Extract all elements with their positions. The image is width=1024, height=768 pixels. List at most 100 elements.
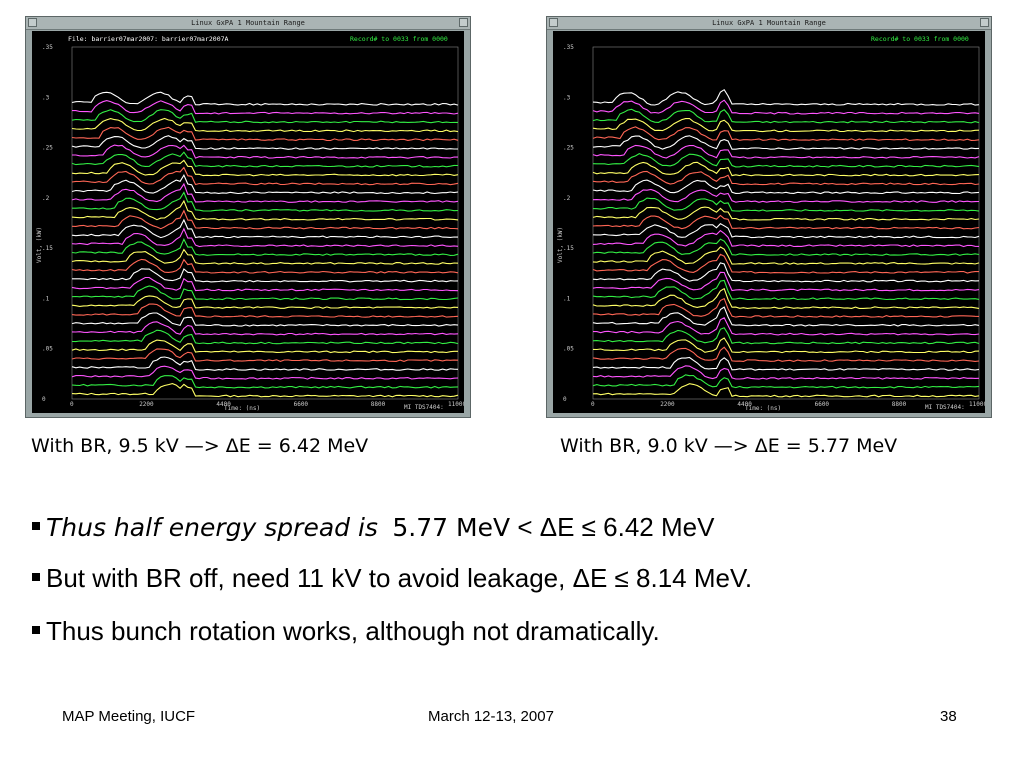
trace-line [592, 246, 980, 265]
trace-line [592, 238, 980, 256]
scope-title-right: Linux GxPA 1 Mountain Range [547, 17, 991, 30]
trace-line [592, 179, 980, 195]
bullet-3-text: Thus bunch rotation works, although not … [46, 616, 660, 646]
trace-line [592, 108, 980, 124]
x-tick-label: 8800 [371, 401, 386, 408]
trace-line [71, 117, 459, 133]
x-tick-label: 4400 [216, 401, 231, 408]
trace-line [71, 356, 459, 371]
x-tick-label: 0 [70, 401, 74, 408]
trace-line [592, 297, 980, 318]
x-tick-label: 11000 [448, 401, 464, 408]
trace-line [71, 199, 459, 221]
trace-line [71, 329, 459, 345]
bullet-1-text-b: 5.77 MeV [392, 513, 511, 542]
y-tick-label: .3 [563, 94, 571, 101]
footer-event: MAP Meeting, IUCF [62, 708, 196, 725]
bullet-1-text-a: Thus half energy spread is [46, 513, 378, 542]
trace-line [592, 197, 980, 212]
trace-line [592, 306, 980, 327]
plot-frame [71, 46, 459, 400]
y-tick-label: .15 [42, 245, 53, 252]
x-tick-label: 2200 [139, 401, 154, 408]
trace-line [71, 276, 459, 292]
y-tick-label: 0 [42, 396, 46, 403]
trace-line [71, 303, 459, 318]
x-tick-label: 6600 [815, 401, 830, 408]
record-label: Record# to 0033 from 0000 [871, 35, 969, 43]
caption-right: With BR, 9.0 kV —> ΔE = 5.77 MeV [560, 435, 898, 457]
x-tick-label: 4400 [737, 401, 752, 408]
y-tick-label: .2 [563, 195, 571, 202]
y-tick-label: .05 [563, 346, 574, 353]
trace-line [592, 287, 980, 309]
trace-line [592, 135, 980, 150]
y-tick-label: .35 [563, 44, 574, 51]
trace-line [71, 285, 459, 301]
trace-line [71, 166, 459, 186]
trace-line [592, 206, 980, 221]
window-maximize-icon[interactable] [980, 18, 989, 27]
scope-title-left: Linux GxPA 1 Mountain Range [26, 17, 470, 30]
trace-line [592, 279, 980, 301]
y-tick-label: .25 [563, 145, 574, 152]
mountain-range-plot-left: File: barrier07mar2007: barrier07mar2007… [36, 35, 464, 412]
trace-line [72, 268, 459, 283]
trace-line [71, 248, 459, 265]
trace-line [592, 126, 980, 142]
scope-window-left: Linux GxPA 1 Mountain Range File: barrie… [25, 16, 471, 418]
trace-line [592, 229, 980, 248]
trace-line [592, 253, 979, 274]
instrument-label: MI TDS7404: [404, 404, 444, 411]
trace-line [71, 91, 459, 106]
y-tick-label: .15 [563, 245, 574, 252]
trace-line [71, 159, 459, 177]
bullet-1: Thus half energy spread is 5.77 MeV < ΔE… [32, 512, 714, 543]
page-number: 38 [940, 708, 957, 725]
trace-line [592, 262, 980, 283]
y-tick-label: .1 [42, 295, 50, 302]
trace-line [71, 135, 458, 150]
mountain-range-plot-right: Record# to 0033 from 0000 MI TDS7404: Ti… [557, 35, 985, 412]
trace-line [71, 312, 459, 327]
trace-line [71, 365, 459, 380]
trace-line [71, 109, 458, 124]
trace-line [592, 383, 980, 398]
trace-line [71, 321, 459, 336]
trace-line [71, 339, 458, 354]
scope-screen-right: Record# to 0033 from 0000 MI TDS7404: Ti… [553, 31, 985, 413]
trace-line [71, 258, 459, 274]
y-tick-label: .05 [42, 346, 53, 353]
bullet-3: Thus bunch rotation works, although not … [32, 616, 660, 647]
x-tick-label: 0 [591, 401, 595, 408]
trace-line [72, 191, 459, 212]
x-axis-label: Time: (ns) [224, 405, 260, 412]
trace-line [592, 271, 980, 292]
trace-line [71, 126, 459, 142]
y-axis-label: Volt, (kW) [557, 227, 564, 263]
trace-line [592, 117, 980, 133]
trace-line [592, 327, 980, 345]
trace-line [592, 356, 980, 371]
window-maximize-icon[interactable] [459, 18, 468, 27]
footer-date: March 12-13, 2007 [428, 708, 554, 725]
trace-line [592, 337, 980, 354]
trace-line [593, 317, 980, 336]
caption-left: With BR, 9.5 kV —> ΔE = 6.42 MeV [31, 435, 369, 457]
x-axis-label: Time: (ns) [745, 405, 781, 412]
y-tick-label: 0 [563, 396, 567, 403]
trace-line [71, 209, 459, 230]
trace-line [592, 88, 980, 106]
x-tick-label: 8800 [892, 401, 907, 408]
trace-line [71, 227, 459, 248]
scope-window-right: Linux GxPA 1 Mountain Range Record# to 0… [546, 16, 992, 418]
y-tick-label: .1 [563, 295, 571, 302]
y-tick-label: .25 [42, 145, 53, 152]
window-menu-icon[interactable] [28, 18, 37, 27]
trace-line [71, 174, 459, 195]
window-menu-icon[interactable] [549, 18, 558, 27]
trace-line [592, 152, 980, 168]
y-tick-label: .35 [42, 44, 53, 51]
bullet-2-text: But with BR off, need 11 kV to avoid lea… [46, 563, 753, 593]
plot-frame [592, 46, 980, 400]
